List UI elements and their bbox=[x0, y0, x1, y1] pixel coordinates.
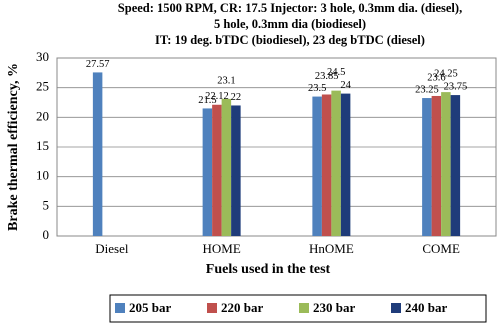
x-tick-label: HnOME bbox=[309, 241, 354, 256]
bar bbox=[202, 108, 213, 236]
legend-swatch bbox=[207, 303, 217, 313]
value-label: 24 bbox=[340, 80, 351, 91]
bar bbox=[92, 72, 103, 236]
legend-swatch bbox=[299, 303, 309, 313]
bar bbox=[422, 98, 432, 236]
value-label: 22 bbox=[231, 92, 242, 103]
value-label: 23.1 bbox=[217, 75, 235, 86]
x-tick-label: COME bbox=[422, 241, 460, 256]
value-label: 27.57 bbox=[86, 59, 110, 70]
y-tick-label: 5 bbox=[43, 197, 50, 212]
value-label: 23.75 bbox=[444, 81, 468, 92]
legend-swatch bbox=[391, 303, 401, 313]
legend-label: 220 bar bbox=[221, 300, 263, 315]
value-label: 23.25 bbox=[415, 84, 439, 95]
y-axis-label: Brake thermal efficiency, % bbox=[6, 63, 21, 231]
chart-title: 5 hole, 0.3mm dia (biodiesel) bbox=[214, 17, 366, 31]
bar bbox=[221, 98, 232, 236]
y-tick-label: 0 bbox=[43, 227, 50, 242]
bar bbox=[321, 94, 332, 237]
bar bbox=[331, 90, 341, 236]
y-tick-label: 10 bbox=[36, 168, 49, 183]
x-tick-label: Diesel bbox=[95, 241, 129, 256]
value-label: 23.6 bbox=[427, 72, 445, 83]
y-tick-label: 20 bbox=[36, 108, 49, 123]
legend-label: 205 bar bbox=[129, 300, 171, 315]
x-axis-label: Fuels used in the test bbox=[206, 262, 331, 277]
bar bbox=[312, 96, 322, 236]
y-tick-label: 15 bbox=[36, 138, 49, 153]
bar bbox=[441, 92, 451, 236]
y-tick-label: 30 bbox=[36, 49, 49, 64]
legend-box bbox=[109, 294, 487, 323]
value-label: 23.85 bbox=[315, 71, 339, 82]
bar bbox=[450, 95, 461, 236]
value-label: 24.5 bbox=[327, 67, 345, 78]
y-tick-label: 25 bbox=[36, 79, 49, 94]
chart-title: IT: 19 deg. bTDC (biodiesel), 23 deg bTD… bbox=[155, 33, 425, 47]
bar bbox=[231, 105, 241, 236]
bar bbox=[212, 104, 222, 236]
bar bbox=[340, 93, 351, 236]
value-label: 22.12 bbox=[205, 91, 229, 102]
legend-swatch bbox=[115, 303, 125, 313]
value-label: 24.25 bbox=[434, 69, 458, 80]
bar bbox=[431, 95, 442, 237]
value-label: 21.5 bbox=[198, 95, 216, 106]
legend-label: 230 bar bbox=[313, 300, 355, 315]
chart-title: Speed: 1500 RPM, CR: 17.5 Injector: 3 ho… bbox=[118, 1, 462, 15]
value-label: 23.5 bbox=[308, 83, 326, 94]
legend-label: 240 bar bbox=[405, 300, 447, 315]
x-tick-label: HOME bbox=[202, 241, 240, 256]
